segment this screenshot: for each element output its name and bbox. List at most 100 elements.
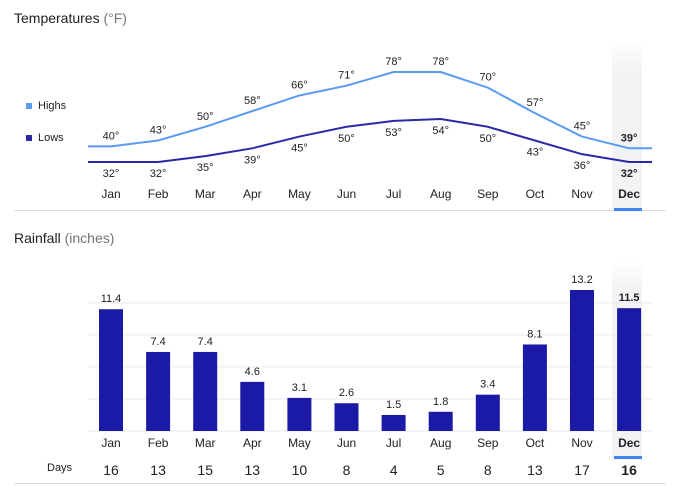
- days-value: 13: [150, 462, 166, 478]
- rain-value-label: 2.6: [339, 387, 354, 399]
- legend-highs-label: Highs: [38, 100, 67, 112]
- rain-value-label: 7.4: [150, 336, 165, 348]
- selected-month-highlight-temp: [612, 40, 642, 212]
- rain-bar: [99, 309, 123, 431]
- rain-value-label: 3.1: [292, 382, 307, 394]
- days-value: 4: [390, 462, 398, 478]
- days-value: 5: [437, 462, 445, 478]
- rain-value-label: 7.4: [198, 336, 213, 348]
- temp-label-highs: 78°: [432, 56, 449, 68]
- temp-label-highs: 78°: [385, 56, 402, 68]
- temp-label-lows: 54°: [432, 125, 449, 137]
- days-value: 10: [292, 462, 308, 478]
- temp-label-lows: 43°: [527, 146, 544, 158]
- section-divider: [14, 210, 666, 211]
- rain-value-label: 13.2: [571, 274, 592, 286]
- bottom-divider: [14, 483, 666, 484]
- temp-month-label: May: [288, 187, 311, 201]
- temp-month-label: Feb: [148, 187, 169, 201]
- temp-label-lows: 32°: [621, 168, 638, 180]
- temp-month-label: Jan: [101, 187, 120, 201]
- temperatures-unit: (°F): [103, 10, 127, 26]
- temp-month-label: Apr: [243, 187, 262, 201]
- temp-label-highs: 45°: [574, 121, 591, 133]
- temperatures-title: Temperatures (°F): [14, 10, 127, 26]
- selected-month-underline-rain: [614, 456, 642, 459]
- temp-line-lows: [88, 117, 652, 163]
- days-value: 13: [527, 462, 543, 478]
- temp-month-label: Mar: [195, 187, 216, 201]
- temp-label-highs: 50°: [197, 111, 214, 123]
- days-value: 13: [245, 462, 261, 478]
- days-value: 16: [621, 462, 637, 478]
- rain-month-label: Mar: [195, 436, 216, 450]
- rain-month-label: Nov: [571, 436, 592, 450]
- rain-month-label: Apr: [243, 436, 262, 450]
- rain-month-label: Jul: [386, 436, 401, 450]
- days-value: 8: [484, 462, 492, 478]
- days-value: 8: [343, 462, 351, 478]
- rainfall-unit: (inches): [64, 230, 115, 246]
- rain-value-label: 3.4: [480, 379, 495, 391]
- temp-month-label: Oct: [526, 187, 545, 201]
- rain-month-label: Dec: [618, 436, 640, 450]
- temp-label-lows: 50°: [479, 133, 496, 145]
- temp-month-label: Dec: [618, 187, 640, 201]
- temp-label-lows: 35°: [197, 162, 214, 174]
- temperatures-title-text: Temperatures: [14, 10, 100, 26]
- days-value: 16: [103, 462, 119, 478]
- rain-bar: [287, 397, 312, 431]
- rain-value-label: 1.5: [386, 399, 401, 411]
- temp-label-lows: 53°: [385, 127, 402, 139]
- days-value: 17: [574, 462, 590, 478]
- rain-bar: [475, 394, 500, 431]
- legend-lows-label: Lows: [38, 132, 64, 144]
- rain-value-label: 4.6: [245, 366, 260, 378]
- rain-bar: [428, 411, 453, 431]
- rain-month-label: Jan: [101, 436, 120, 450]
- rain-bar: [240, 381, 265, 431]
- temp-label-highs: 43°: [150, 124, 167, 136]
- rain-value-label: 1.8: [433, 396, 448, 408]
- temp-label-highs: 39°: [621, 132, 638, 144]
- rain-month-label: Feb: [148, 436, 169, 450]
- rain-bar: [146, 351, 171, 431]
- rain-bar: [522, 344, 547, 431]
- rain-value-label: 11.4: [101, 293, 122, 305]
- temp-label-highs: 70°: [479, 72, 496, 84]
- rain-bar: [381, 414, 406, 431]
- temp-label-highs: 57°: [527, 97, 544, 109]
- temp-line-highs: [88, 71, 652, 150]
- temp-month-label: Jul: [386, 187, 401, 201]
- rain-month-label: Aug: [430, 436, 451, 450]
- rainfall-title: Rainfall (inches): [14, 230, 114, 246]
- temp-label-lows: 39°: [244, 154, 261, 166]
- rainfall-title-text: Rainfall: [14, 230, 61, 246]
- temp-label-lows: 32°: [150, 168, 167, 180]
- legend-lows: Lows: [26, 132, 64, 144]
- temp-label-highs: 58°: [244, 95, 261, 107]
- temp-month-label: Jun: [337, 187, 356, 201]
- temp-label-lows: 32°: [103, 168, 120, 180]
- temp-month-label: Nov: [571, 187, 592, 201]
- temp-month-label: Aug: [430, 187, 451, 201]
- rain-bar: [334, 403, 359, 431]
- temp-label-highs: 71°: [338, 70, 355, 82]
- legend-lows-swatch: [26, 135, 32, 142]
- legend-highs: Highs: [26, 100, 66, 112]
- rain-bar: [617, 308, 642, 431]
- rain-month-label: May: [288, 436, 311, 450]
- rain-month-label: Jun: [337, 436, 356, 450]
- temp-label-lows: 45°: [291, 143, 308, 155]
- rain-month-label: Oct: [526, 436, 545, 450]
- temp-month-label: Sep: [477, 187, 499, 201]
- rain-bar: [193, 351, 218, 431]
- rain-bar: [570, 290, 594, 431]
- legend-highs-swatch: [26, 103, 32, 110]
- rain-value-label: 11.5: [619, 292, 640, 304]
- temp-label-highs: 40°: [103, 130, 120, 142]
- rain-value-label: 8.1: [527, 328, 542, 340]
- selected-month-underline: [614, 208, 642, 211]
- temp-label-highs: 66°: [291, 79, 308, 91]
